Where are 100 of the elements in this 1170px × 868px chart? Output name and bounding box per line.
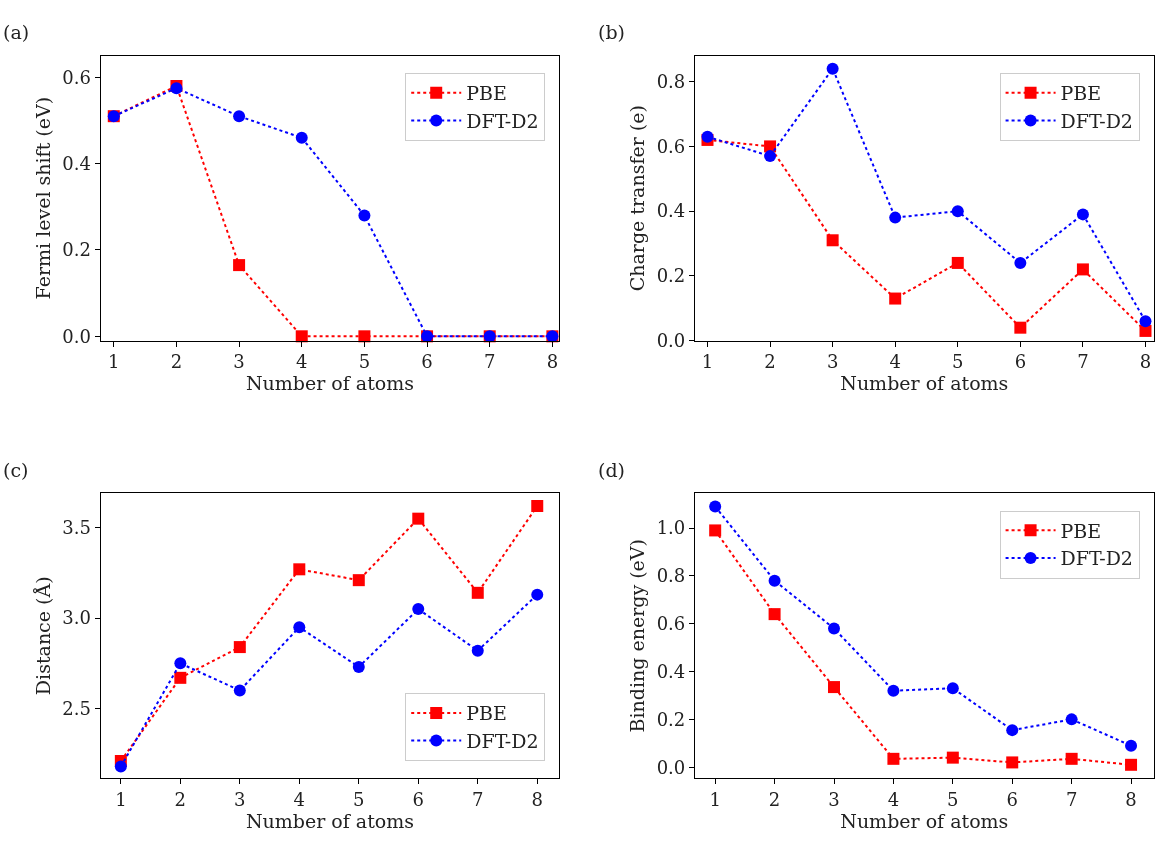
y-tick-label: 0.2 bbox=[656, 265, 686, 287]
x-tick-label: 3 bbox=[826, 351, 839, 373]
x-axis-title: Number of atoms bbox=[245, 372, 414, 395]
point bbox=[174, 657, 187, 670]
y-tick-label: 0.0 bbox=[656, 329, 686, 351]
point bbox=[233, 684, 246, 697]
y-axis-title: Fermi level shift (eV) bbox=[32, 96, 55, 300]
point bbox=[1006, 724, 1019, 737]
point bbox=[951, 256, 964, 269]
legend-label: DFT-D2 bbox=[1060, 547, 1133, 570]
point bbox=[233, 110, 246, 123]
point bbox=[531, 500, 544, 513]
legend-label: DFT-D2 bbox=[466, 109, 539, 132]
x-tick-label: 2 bbox=[174, 788, 187, 810]
x-tick-label: 7 bbox=[1065, 788, 1078, 810]
x-tick-label: 1 bbox=[108, 351, 120, 373]
y-tick-label: 0.8 bbox=[656, 70, 686, 92]
point bbox=[709, 524, 722, 537]
y-tick-label: 3.0 bbox=[62, 607, 91, 629]
x-tick-label: 3 bbox=[233, 351, 245, 373]
x-tick-label: 6 bbox=[421, 351, 433, 373]
point bbox=[352, 660, 365, 673]
point bbox=[828, 622, 840, 635]
legend-label: DFT-D2 bbox=[1060, 109, 1133, 132]
chart-title: (d) bbox=[598, 459, 625, 481]
point bbox=[531, 588, 544, 601]
y-tick-label: 0.0 bbox=[62, 325, 91, 347]
point bbox=[412, 512, 425, 525]
x-tick-label: 2 bbox=[768, 788, 781, 810]
x-tick-label: 3 bbox=[234, 788, 246, 810]
x-tick-label: 5 bbox=[952, 351, 964, 373]
x-tick-label: 7 bbox=[472, 788, 484, 810]
legend-label: PBE bbox=[1060, 82, 1102, 105]
y-tick-label: 0.4 bbox=[62, 152, 91, 174]
x-tick-label: 6 bbox=[1014, 351, 1027, 373]
y-tick-label: 0.4 bbox=[656, 660, 686, 682]
x-tick-label: 4 bbox=[293, 788, 306, 810]
point bbox=[293, 563, 306, 576]
point bbox=[1076, 208, 1089, 221]
y-axis-title: Charge transfer (e) bbox=[626, 105, 649, 292]
point bbox=[1076, 263, 1089, 276]
point bbox=[412, 603, 425, 616]
x-axis-title: Number of atoms bbox=[840, 809, 1009, 832]
point bbox=[471, 586, 484, 599]
x-tick-label: 6 bbox=[1006, 788, 1018, 810]
x-tick-label: 1 bbox=[115, 788, 127, 810]
legend-label: PBE bbox=[466, 82, 507, 105]
point bbox=[1125, 739, 1138, 752]
point bbox=[951, 205, 964, 218]
x-tick-label: 3 bbox=[828, 788, 840, 810]
x-tick-label: 1 bbox=[701, 351, 714, 373]
y-tick-label: 0.0 bbox=[656, 756, 686, 778]
y-tick-label: 0.2 bbox=[62, 239, 91, 261]
point bbox=[889, 292, 902, 305]
y-tick-label: 0.4 bbox=[656, 200, 686, 222]
chart-title: (c) bbox=[3, 459, 29, 481]
x-tick-label: 8 bbox=[1139, 351, 1152, 373]
x-tick-label: 1 bbox=[709, 788, 721, 810]
y-tick-label: 2.5 bbox=[62, 697, 91, 719]
point bbox=[768, 574, 781, 587]
chart-title: (b) bbox=[598, 21, 625, 43]
y-tick-label: 0.6 bbox=[62, 66, 91, 88]
point bbox=[352, 574, 365, 587]
y-axis-title: Binding energy (eV) bbox=[626, 539, 649, 733]
point bbox=[114, 760, 127, 773]
point bbox=[826, 62, 839, 75]
x-tick-label: 7 bbox=[1077, 351, 1089, 373]
x-tick-label: 2 bbox=[170, 351, 183, 373]
point bbox=[887, 684, 900, 697]
x-tick-label: 6 bbox=[412, 788, 425, 810]
point bbox=[1139, 324, 1152, 337]
legend-label: DFT-D2 bbox=[466, 730, 539, 753]
y-tick-label: 3.5 bbox=[62, 517, 91, 539]
point bbox=[1065, 752, 1078, 765]
y-tick-label: 0.6 bbox=[656, 135, 686, 157]
x-tick-label: 8 bbox=[531, 788, 543, 810]
point bbox=[1065, 713, 1078, 726]
y-tick-label: 0.8 bbox=[656, 565, 686, 587]
y-tick-label: 1.0 bbox=[656, 517, 686, 539]
chart-title: (a) bbox=[3, 21, 30, 43]
point bbox=[946, 682, 959, 695]
y-axis-title: Distance (Å) bbox=[32, 576, 55, 696]
point bbox=[233, 641, 246, 654]
point bbox=[887, 752, 900, 765]
x-tick-label: 8 bbox=[1125, 788, 1137, 810]
x-tick-label: 8 bbox=[546, 351, 559, 373]
point bbox=[1006, 756, 1019, 769]
x-tick-label: 2 bbox=[764, 351, 776, 373]
x-tick-label: 5 bbox=[947, 788, 959, 810]
y-tick-label: 0.6 bbox=[656, 613, 686, 634]
point bbox=[1139, 315, 1152, 328]
point bbox=[709, 500, 722, 513]
point bbox=[889, 211, 902, 224]
legend-label: PBE bbox=[466, 702, 507, 725]
point bbox=[1014, 256, 1027, 269]
point bbox=[1125, 758, 1138, 771]
point bbox=[233, 259, 246, 272]
point bbox=[768, 608, 781, 621]
point bbox=[828, 681, 840, 694]
x-tick-label: 5 bbox=[353, 788, 365, 810]
